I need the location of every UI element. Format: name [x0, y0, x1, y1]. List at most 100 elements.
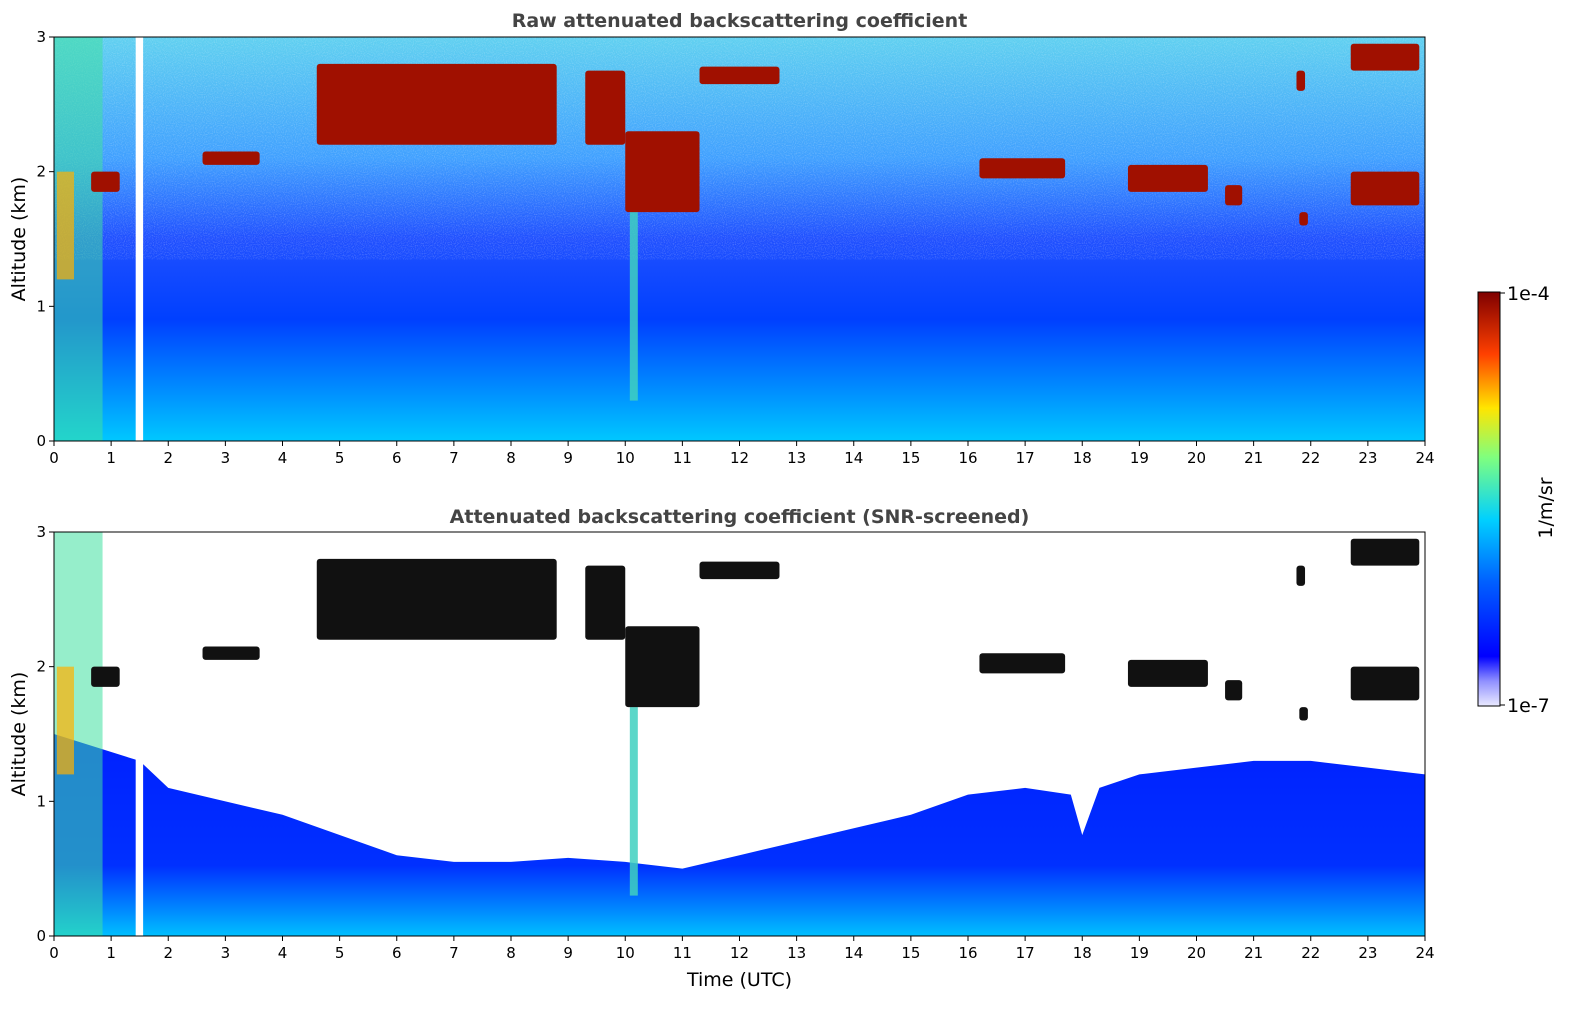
cloud-layer: [202, 646, 260, 660]
x-tick-label: 20: [1187, 944, 1206, 962]
cloud-layer: [1350, 666, 1420, 701]
cloud-layer: [699, 561, 780, 580]
x-tick-label: 18: [1073, 944, 1092, 962]
x-tick-label: 3: [221, 449, 231, 467]
x-tick-label: 19: [1130, 944, 1149, 962]
x-tick-label: 9: [563, 449, 573, 467]
x-tick-label: 1: [106, 449, 116, 467]
x-tick-label: 5: [335, 449, 345, 467]
cloud-layer: [1296, 565, 1306, 586]
x-tick-label: 8: [506, 944, 516, 962]
colorbar-min-label: 1e-7: [1507, 695, 1550, 717]
cloud-layer: [1225, 185, 1243, 206]
aerosol-plume-core: [56, 666, 74, 775]
precipitation-streak: [629, 707, 638, 896]
cloud-layer: [1350, 538, 1420, 566]
y-tick-label: 2: [36, 163, 46, 181]
colorbar-unit-label: 1/m/sr: [1535, 477, 1557, 538]
cloud-layer: [1225, 680, 1243, 701]
y-axis: 0 1 2 3: [36, 28, 54, 450]
y-tick-label: 0: [36, 927, 46, 945]
x-tick-label: 13: [787, 944, 806, 962]
x-tick-label: 17: [1016, 449, 1035, 467]
x-tick-label: 20: [1187, 449, 1206, 467]
x-tick-label: 0: [49, 944, 59, 962]
x-tick-label: 21: [1244, 944, 1263, 962]
x-tick-label: 22: [1301, 449, 1320, 467]
x-tick-label: 24: [1415, 944, 1434, 962]
x-tick-label: 0: [49, 449, 59, 467]
x-tick-label: 22: [1301, 944, 1320, 962]
x-tick-label: 23: [1358, 449, 1377, 467]
x-tick-label: 17: [1016, 944, 1035, 962]
cloud-layer: [1299, 212, 1308, 226]
colorbar-max-label: 1e-4: [1507, 283, 1550, 305]
cloud-layer: [1127, 164, 1208, 192]
cloud-layer: [979, 158, 1066, 179]
x-tick-label: 9: [563, 944, 573, 962]
chart-title: Raw attenuated backscattering coefficien…: [512, 10, 968, 32]
y-axis-label: Altitude (km): [8, 177, 30, 302]
x-tick-label: 4: [278, 449, 288, 467]
y-axis: 0 1 2 3: [36, 523, 54, 945]
colorbar: 1e-4 1e-7 1/m/sr: [1477, 283, 1557, 717]
y-tick-label: 3: [36, 523, 46, 541]
precipitation-streak: [629, 212, 638, 401]
x-axis: 0 1 2 3 4 5 6 7 8 9 10 11 12 13 14 15 16 17 18 19 20 21 22 23 24: [49, 441, 1435, 467]
y-tick-label: 1: [36, 792, 46, 810]
x-tick-label: 23: [1358, 944, 1377, 962]
boundary-layer-region: [54, 734, 1425, 936]
cloud-layer: [91, 666, 120, 687]
chart-title: Attenuated backscattering coefficient (S…: [450, 506, 1030, 528]
y-tick-label: 1: [36, 297, 46, 315]
cloud-layer: [625, 131, 700, 213]
plot-area: [53, 36, 1426, 442]
x-tick-label: 5: [335, 944, 345, 962]
x-tick-label: 3: [221, 944, 231, 962]
cloud-layer: [699, 66, 780, 85]
x-tick-label: 12: [730, 944, 749, 962]
cloud-layer: [1127, 659, 1208, 687]
x-tick-label: 13: [787, 449, 806, 467]
cloud-layer: [1299, 707, 1308, 721]
cloud-layer: [585, 70, 626, 145]
cloud-layer: [625, 626, 700, 708]
cloud-layer: [202, 151, 260, 165]
x-tick-label: 12: [730, 449, 749, 467]
x-tick-label: 14: [844, 449, 863, 467]
x-tick-label: 8: [506, 449, 516, 467]
x-axis-label: Time (UTC): [686, 969, 792, 991]
cloud-layer: [1350, 43, 1420, 71]
cloud-layer: [316, 558, 557, 640]
x-tick-label: 10: [616, 944, 635, 962]
x-tick-label: 1: [106, 944, 116, 962]
x-tick-label: 11: [673, 449, 692, 467]
x-tick-label: 6: [392, 449, 402, 467]
cloud-layer: [585, 565, 626, 640]
x-tick-label: 10: [616, 449, 635, 467]
cloud-layer: [316, 63, 557, 145]
x-tick-label: 6: [392, 944, 402, 962]
x-axis: 0 1 2 3 4 5 6 7 8 9 10 11 12 13 14 15 16 17 18 19 20 21 22 23 24: [49, 936, 1435, 962]
cloud-layer: [1296, 70, 1306, 91]
x-tick-label: 2: [163, 449, 173, 467]
x-tick-label: 19: [1130, 449, 1149, 467]
x-tick-label: 15: [901, 944, 920, 962]
raw-backscatter-panel: Raw attenuated backscattering coefficien…: [8, 10, 1435, 467]
cloud-layer: [91, 171, 120, 192]
x-tick-label: 4: [278, 944, 288, 962]
aerosol-plume-core: [56, 171, 74, 280]
y-tick-label: 2: [36, 658, 46, 676]
plot-area: [53, 531, 1426, 937]
x-tick-label: 16: [958, 449, 977, 467]
x-tick-label: 16: [958, 944, 977, 962]
screened-backscatter-panel: Attenuated backscattering coefficient (S…: [8, 506, 1435, 991]
y-tick-label: 0: [36, 432, 46, 450]
x-tick-label: 18: [1073, 449, 1092, 467]
x-tick-label: 11: [673, 944, 692, 962]
data-gap: [135, 37, 144, 441]
x-tick-label: 24: [1415, 449, 1434, 467]
x-tick-label: 15: [901, 449, 920, 467]
data-gap: [135, 532, 144, 936]
